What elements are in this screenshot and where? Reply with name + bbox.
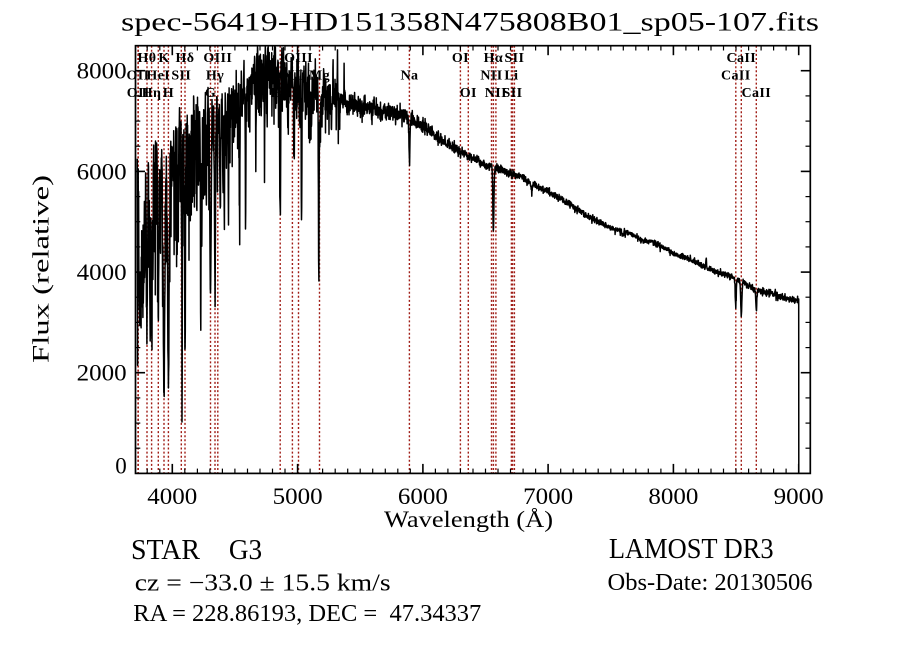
svg-text:5000: 5000 xyxy=(273,484,323,509)
svg-text:CaII: CaII xyxy=(721,69,751,84)
svg-text:OI: OI xyxy=(452,51,469,66)
svg-text:CaII: CaII xyxy=(726,51,756,66)
svg-text:Na: Na xyxy=(400,69,418,84)
svg-text:SII: SII xyxy=(171,69,191,84)
svg-text:4000: 4000 xyxy=(147,484,197,509)
svg-text:spec-56419-HD151358N475808B01_: spec-56419-HD151358N475808B01_sp05-107.f… xyxy=(121,8,819,37)
svg-text:6000: 6000 xyxy=(77,159,127,184)
svg-text:SII: SII xyxy=(504,51,524,66)
svg-text:OII: OII xyxy=(127,69,150,84)
svg-text:Hθ: Hθ xyxy=(138,51,157,66)
svg-text:K: K xyxy=(158,51,169,66)
svg-text:cz = −33.0 ± 15.5 km/s: cz = −33.0 ± 15.5 km/s xyxy=(135,571,391,597)
svg-text:SII: SII xyxy=(503,86,523,101)
svg-text:H: H xyxy=(163,86,174,101)
svg-text:OIII: OIII xyxy=(203,51,232,66)
svg-text:0: 0 xyxy=(115,453,127,478)
svg-text:4000: 4000 xyxy=(77,260,127,285)
svg-text:G3: G3 xyxy=(229,534,262,566)
svg-text:LAMOST DR3: LAMOST DR3 xyxy=(609,533,774,565)
svg-text:8000: 8000 xyxy=(77,59,127,84)
svg-text:Hη: Hη xyxy=(142,86,162,101)
svg-text:Wavelength (Å): Wavelength (Å) xyxy=(384,507,553,532)
svg-text:CaII: CaII xyxy=(741,86,771,101)
svg-text:Hγ: Hγ xyxy=(206,69,224,84)
svg-text:9000: 9000 xyxy=(774,484,824,509)
svg-text:RA = 228.86193, DEC = 47.3433: RA = 228.86193, DEC = 47.34337 xyxy=(133,601,481,627)
svg-text:STAR: STAR xyxy=(131,534,201,566)
svg-text:OI: OI xyxy=(460,86,477,101)
svg-text:Obs-Date: 20130506: Obs-Date: 20130506 xyxy=(608,570,813,596)
svg-text:NII: NII xyxy=(485,86,507,101)
svg-text:6000: 6000 xyxy=(398,484,448,509)
svg-text:HeI: HeI xyxy=(146,69,170,84)
svg-text:2000: 2000 xyxy=(77,361,127,386)
svg-text:Flux (relative): Flux (relative) xyxy=(29,175,54,363)
svg-text:7000: 7000 xyxy=(523,484,573,509)
svg-text:G: G xyxy=(205,86,216,101)
svg-text:Li: Li xyxy=(504,69,518,84)
svg-text:NII: NII xyxy=(480,69,502,84)
svg-text:8000: 8000 xyxy=(648,484,698,509)
svg-text:Hδ: Hδ xyxy=(176,51,195,66)
svg-text:Hα: Hα xyxy=(484,51,504,66)
svg-text:OII: OII xyxy=(127,86,150,101)
